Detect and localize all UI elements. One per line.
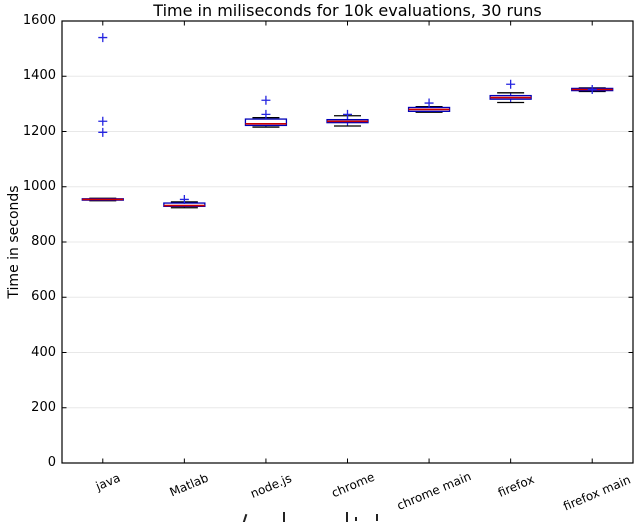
y-tick-label: 1600 (22, 13, 56, 28)
outlier-plus-marker-java (98, 116, 108, 126)
outlier-plus-marker-java (98, 127, 108, 137)
y-tick-label: 1200 (22, 123, 56, 139)
cropped-glyph-mark (355, 517, 357, 521)
outlier-plus-marker-java (98, 33, 108, 43)
cropped-glyph-mark (376, 514, 378, 521)
outlier-plus-marker-firefox (506, 79, 516, 89)
chart-title: Time in miliseconds for 10k evaluations,… (153, 1, 542, 20)
y-tick-label: 800 (31, 234, 56, 249)
y-tick-label: 1400 (22, 68, 56, 84)
cropped-glyph-mark (283, 512, 285, 522)
y-tick-label: 400 (31, 344, 56, 360)
outlier-plus-marker-chrome-main (424, 98, 434, 108)
outlier-plus-marker-firefox-main (587, 85, 597, 95)
outlier-plus-marker-matlab (179, 194, 189, 204)
y-tick-label: 200 (31, 399, 56, 415)
outlier-plus-marker-node-js (261, 95, 271, 105)
outlier-plus-marker-chrome (343, 109, 352, 119)
cropped-glyph-mark (346, 512, 348, 522)
outlier-plus-marker-node-js (261, 109, 271, 119)
y-tick-label: 600 (31, 289, 56, 305)
y-tick-label: 0 (47, 455, 56, 470)
box-node-js (244, 118, 288, 127)
y-tick-label: 1000 (22, 178, 56, 194)
